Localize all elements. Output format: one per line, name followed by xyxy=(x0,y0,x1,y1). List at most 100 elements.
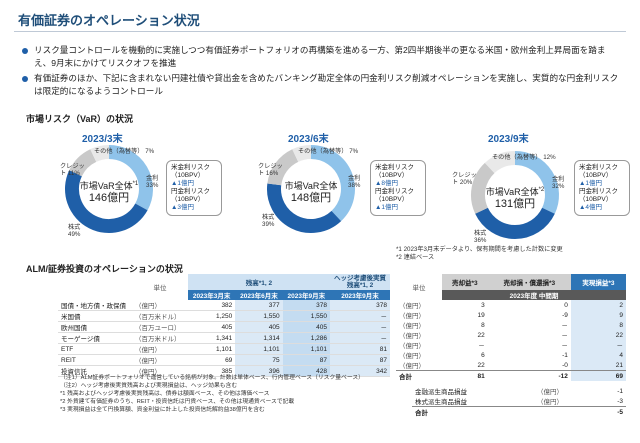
derivatives-table: 金融派生商品損益 （億円） -1 株式派生商品損益 （億円） -3 合計 -5 xyxy=(412,386,626,417)
segment-label-other: その他（為替等） 7% xyxy=(298,148,359,155)
total-label: 合計 xyxy=(396,370,442,381)
pl-total-row: 合計 81 -12 69 xyxy=(396,370,626,381)
total-cell: -12 xyxy=(487,370,571,381)
jp-rate-value: ▲4億円 xyxy=(579,204,603,211)
table-cell: 405 xyxy=(282,321,330,333)
table-row: ETF （億円） 1,101 1,101 1,101 81 xyxy=(58,343,390,355)
footnote: （注1）ALM証券ポートフォリオで運営している銘柄が対象。計数は単体ベース、行内… xyxy=(60,375,364,381)
row-unit: （百万米ドル） xyxy=(132,310,188,322)
table-cell: 1,550 xyxy=(235,310,283,322)
table-row: 米国債 （百万米ドル） 1,250 1,550 1,550 － xyxy=(58,310,390,322)
total-cell: -5 xyxy=(601,406,626,417)
period-subheader: 2023年度 中間期 xyxy=(442,290,626,300)
table-cell: 4 xyxy=(570,350,626,360)
us-rate-value: ▲1億円 xyxy=(579,180,603,187)
donut-segment-equity xyxy=(267,183,342,233)
center-footnote: *2 xyxy=(538,187,545,193)
period-label: 2023/9末 xyxy=(488,134,529,145)
var-total: 146億円 xyxy=(88,192,130,204)
row-label: REIT xyxy=(58,354,132,366)
row-label: 投資信託 xyxy=(58,365,132,377)
period-label: 2023/6末 xyxy=(288,134,329,145)
table-cell: － xyxy=(561,333,568,340)
us-rate-title: 米金利リスク xyxy=(171,164,210,171)
row-value: -1 xyxy=(617,387,623,395)
row-unit: （億円） xyxy=(399,333,425,340)
row-unit: （億円） xyxy=(399,323,425,330)
var-note: *2 連結ベース xyxy=(396,254,435,261)
table-cell: 1,286 xyxy=(282,332,330,344)
donut-segments xyxy=(267,145,355,233)
jp-rate-unit: （10BPV） xyxy=(579,196,613,203)
donut-segment-credit xyxy=(267,149,299,186)
table-cell: 2 xyxy=(570,300,626,310)
donut-segments xyxy=(65,145,153,233)
alm-table: 単位 残高*1, 2 ヘッジ考慮後実質残高*1, 2 2023年3月末 2023… xyxy=(58,274,390,377)
rate-risk-box: 米金利リスク （10BPV） ▲8億円 円金利リスク （10BPV） ▲1億円 xyxy=(370,160,426,216)
donut-segment-rate xyxy=(310,145,355,222)
row-unit: （億円） xyxy=(536,399,563,406)
us-rate-value: ▲1億円 xyxy=(171,180,195,187)
col-header: 売却益*3 xyxy=(442,274,488,290)
table-cell: 1,314 xyxy=(235,332,283,344)
summary-bullets: リスク量コントロールを機動的に実施しつつ有価証券ポートフォリオの再構築を進める一… xyxy=(22,44,622,100)
center-label: 市場VaR全体 xyxy=(284,181,338,191)
unit-header: 単位 xyxy=(153,285,167,292)
rate-risk-box: 米金利リスク （10BPV） ▲1億円 円金利リスク （10BPV） ▲3億円 xyxy=(166,160,222,216)
table-cell: 378 xyxy=(282,300,330,311)
table-row: （億円） 22 -0 21 xyxy=(396,360,626,371)
jp-rate-title: 円金利リスク xyxy=(171,188,210,195)
donut-segment-rate xyxy=(108,145,153,211)
col-header: 2023年9月末 xyxy=(282,290,330,300)
table-cell: 405 xyxy=(235,321,283,333)
table-cell: 8 xyxy=(570,320,626,330)
table-cell: 22 xyxy=(477,361,485,369)
donut-center: 市場VaR全体*1 146億円 xyxy=(70,178,148,204)
var-notes: *1 2023年3月末データより、保有期間を考慮した計数に変更 *2 連結ベース xyxy=(396,246,563,262)
donut-segment-credit xyxy=(471,162,495,214)
bullet-text: リスク量コントロールを機動的に実施しつつ有価証券ポートフォリオの再構築を進める一… xyxy=(34,45,606,68)
table-cell: － xyxy=(330,321,390,333)
table-cell: 1,550 xyxy=(282,310,330,322)
row-unit: （億円） xyxy=(536,389,563,396)
row-unit: （百万米ドル） xyxy=(132,332,188,344)
table-cell: 428 xyxy=(282,365,330,377)
table-cell: 378 xyxy=(330,300,390,311)
table-cell: 1,101 xyxy=(282,343,330,355)
segment-label-credit: クレジット 11% xyxy=(60,163,85,177)
center-label: 市場VaR全体 xyxy=(79,181,133,191)
table-cell: 69 xyxy=(187,354,236,366)
table-row: 投資信託 （億円） 385 396 428 342 xyxy=(58,365,390,377)
center-label: 市場VaR全体 xyxy=(485,187,539,197)
row-unit: （億円） xyxy=(399,313,425,320)
us-rate-value: ▲8億円 xyxy=(375,180,399,187)
hedge-header: ヘッジ考慮後実質残高*1, 2 xyxy=(330,274,390,290)
page-title: 有価証券のオペレーション状況 xyxy=(18,13,200,28)
row-value: -3 xyxy=(617,397,623,405)
segment-label-other: その他（為替等） 7% xyxy=(94,148,155,155)
table-cell: 19 xyxy=(477,311,485,319)
pl-table: 単位 売却益*3 売却損・償還損*3 実現損益*3 2023年度 中間期 （億円… xyxy=(396,274,626,381)
donut-segment-equity xyxy=(475,207,555,239)
segment-label-equity: 株式 36% xyxy=(474,230,487,244)
table-cell: － xyxy=(478,343,485,350)
segment-label-other: その他（為替等） 12% xyxy=(492,154,556,161)
table-cell: 8 xyxy=(481,321,485,329)
alm-section-title: ALM/証券投資のオペレーションの状況 xyxy=(26,264,183,274)
var-donut-chart xyxy=(267,145,355,233)
table-row: （億円）－－－ xyxy=(396,340,626,350)
segment-label-equity: 株式 49% xyxy=(68,224,81,238)
period-label: 2023/3末 xyxy=(82,134,123,145)
var-donut-chart xyxy=(65,145,153,233)
table-cell: 382 xyxy=(187,300,236,311)
unit-header: 単位 xyxy=(412,285,426,292)
jp-rate-value: ▲3億円 xyxy=(171,204,195,211)
table-cell: 1,101 xyxy=(235,343,283,355)
row-label: 欧州国債 xyxy=(58,321,132,333)
table-row: （億円） 6 -1 4 xyxy=(396,350,626,360)
jp-rate-unit: （10BPV） xyxy=(375,196,409,203)
table-cell: 1,101 xyxy=(187,343,236,355)
alm-footnotes: （注1）ALM証券ポートフォリオで運営している銘柄が対象。計数は単体ベース、行内… xyxy=(60,374,364,414)
col-header: 2023年6月末 xyxy=(235,290,283,300)
donut-center: 市場VaR全体 148億円 xyxy=(272,178,350,204)
